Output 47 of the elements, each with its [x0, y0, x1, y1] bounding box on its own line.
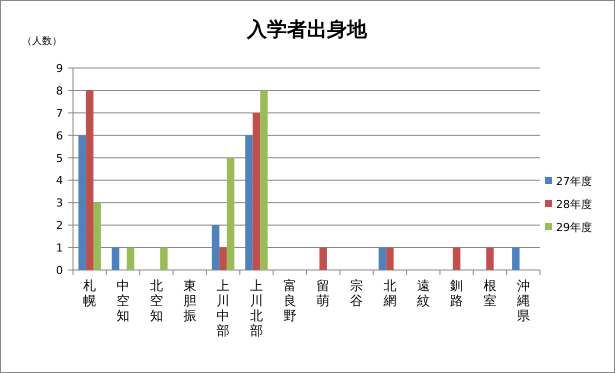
bar	[160, 248, 168, 270]
bar	[126, 248, 134, 270]
y-tick-label: 4	[56, 174, 63, 188]
x-tick-label: 遠紋	[416, 279, 430, 309]
x-tick-label: 北空知	[150, 279, 163, 324]
y-tick-label: 0	[56, 264, 63, 277]
y-tick-label: 8	[56, 84, 63, 98]
y-tick-label: 2	[56, 219, 63, 232]
bar	[245, 135, 253, 270]
x-tick-label: 北網	[382, 279, 396, 309]
x-tick-label: 上川中部	[216, 279, 230, 339]
y-tick-label: 6	[56, 129, 63, 142]
legend-label: 29年度	[556, 221, 592, 234]
chart-title: 入学者出身地	[246, 17, 368, 41]
bar	[78, 135, 86, 270]
bar	[86, 90, 94, 270]
y-tick-label: 1	[56, 242, 63, 255]
x-tick-label: 上川北部	[250, 279, 263, 339]
y-tick-label: 9	[56, 62, 63, 75]
y-tick-label: 3	[56, 196, 63, 210]
bar	[386, 248, 394, 270]
bar	[452, 248, 460, 270]
x-tick-label: 富良野	[283, 278, 296, 324]
bar	[112, 248, 120, 270]
legend-label: 27年度	[556, 175, 592, 188]
bar	[512, 248, 520, 270]
x-tick-label: 宗谷	[350, 278, 364, 309]
x-tick-label: 中空知	[116, 279, 130, 324]
bar	[486, 248, 494, 270]
bar	[226, 158, 234, 270]
y-axis-title: （人数）	[22, 36, 62, 47]
x-tick-label: 東胆振	[183, 279, 196, 324]
bar	[319, 248, 327, 270]
bar	[378, 248, 386, 270]
x-tick-label: 根室	[483, 279, 496, 309]
legend-label: 28年度	[556, 198, 592, 211]
y-tick-label: 7	[56, 106, 63, 120]
bar	[93, 202, 101, 270]
bar	[212, 225, 220, 270]
x-tick-label: 沖縄県	[516, 279, 530, 324]
y-tick-label: 5	[56, 152, 63, 165]
bar	[219, 248, 227, 270]
x-tick-label: 釧路	[450, 279, 464, 309]
bar	[260, 90, 268, 270]
x-tick-label: 札幌	[83, 279, 96, 309]
bar	[252, 112, 260, 270]
x-tick-label: 留萌	[316, 279, 330, 309]
